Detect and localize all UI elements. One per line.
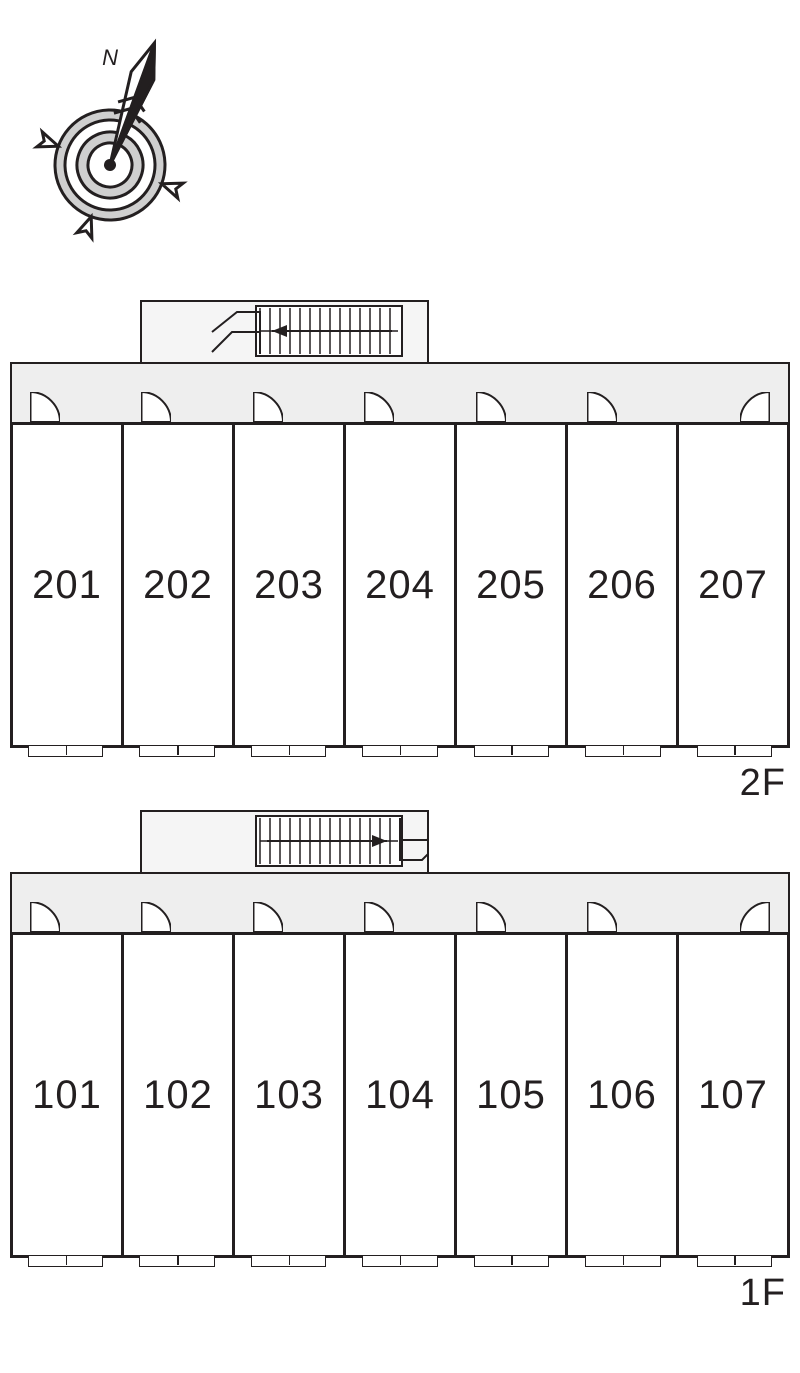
unit-cell: 106 <box>568 935 679 1255</box>
floor-block: 201 202 203 204 205 206 207 2F <box>10 300 790 802</box>
door-swing-icon <box>476 902 506 932</box>
floor-label: 1F <box>740 1272 786 1315</box>
unit-label: 102 <box>143 1073 213 1118</box>
window-icon <box>679 742 790 760</box>
unit-cell: 203 <box>235 425 346 745</box>
unit-door <box>121 872 232 932</box>
unit-cell: 107 <box>679 935 787 1255</box>
unit-cell: 105 <box>457 935 568 1255</box>
unit-label: 205 <box>476 563 546 608</box>
doors-row <box>10 872 790 932</box>
unit-door <box>121 362 232 422</box>
window-icon <box>456 1252 567 1270</box>
window-icon <box>233 1252 344 1270</box>
door-swing-icon <box>141 902 171 932</box>
door-swing-icon <box>740 392 770 422</box>
unit-label: 207 <box>698 563 768 608</box>
unit-label: 105 <box>476 1073 546 1118</box>
door-swing-icon <box>364 392 394 422</box>
units-row: 201 202 203 204 205 206 207 <box>10 422 790 748</box>
door-swing-icon <box>30 902 60 932</box>
compass-north-label: N <box>102 45 118 70</box>
unit-cell: 205 <box>457 425 568 745</box>
unit-door <box>679 362 790 422</box>
unit-cell: 207 <box>679 425 787 745</box>
unit-label: 107 <box>698 1073 768 1118</box>
unit-door <box>344 362 455 422</box>
unit-door <box>567 362 678 422</box>
unit-door <box>10 872 121 932</box>
window-icon <box>344 1252 455 1270</box>
unit-label: 106 <box>587 1073 657 1118</box>
floorplan-canvas: N 201 202 203 204 205 206 207 2F 101 102 103 104 105… <box>0 0 800 1373</box>
unit-label: 101 <box>32 1073 102 1118</box>
door-swing-icon <box>740 902 770 932</box>
door-swing-icon <box>253 392 283 422</box>
unit-door <box>233 872 344 932</box>
window-icon <box>121 1252 232 1270</box>
window-icon <box>567 742 678 760</box>
windows-row <box>10 1252 790 1270</box>
door-swing-icon <box>587 902 617 932</box>
doors-row <box>10 362 790 422</box>
window-icon <box>121 742 232 760</box>
unit-door <box>567 872 678 932</box>
door-swing-icon <box>253 902 283 932</box>
unit-door <box>679 872 790 932</box>
unit-label: 104 <box>365 1073 435 1118</box>
unit-label: 201 <box>32 563 102 608</box>
window-icon <box>10 742 121 760</box>
door-swing-icon <box>476 392 506 422</box>
unit-door <box>456 872 567 932</box>
unit-label: 202 <box>143 563 213 608</box>
unit-cell: 204 <box>346 425 457 745</box>
unit-door <box>456 362 567 422</box>
unit-door <box>10 362 121 422</box>
door-swing-icon <box>587 392 617 422</box>
floor-label: 2F <box>740 762 786 805</box>
compass-icon: N <box>30 20 190 250</box>
unit-cell: 206 <box>568 425 679 745</box>
unit-cell: 102 <box>124 935 235 1255</box>
unit-cell: 101 <box>13 935 124 1255</box>
window-icon <box>10 1252 121 1270</box>
unit-cell: 104 <box>346 935 457 1255</box>
units-row: 101 102 103 104 105 106 107 <box>10 932 790 1258</box>
window-icon <box>567 1252 678 1270</box>
unit-label: 103 <box>254 1073 324 1118</box>
window-icon <box>344 742 455 760</box>
floor-block: 101 102 103 104 105 106 107 1F <box>10 810 790 1312</box>
unit-door <box>344 872 455 932</box>
staircase-icon <box>140 810 429 876</box>
unit-cell: 103 <box>235 935 346 1255</box>
unit-label: 203 <box>254 563 324 608</box>
door-swing-icon <box>30 392 60 422</box>
unit-label: 206 <box>587 563 657 608</box>
window-icon <box>233 742 344 760</box>
window-icon <box>456 742 567 760</box>
window-icon <box>679 1252 790 1270</box>
unit-door <box>233 362 344 422</box>
door-swing-icon <box>364 902 394 932</box>
door-swing-icon <box>141 392 171 422</box>
unit-label: 204 <box>365 563 435 608</box>
unit-cell: 202 <box>124 425 235 745</box>
windows-row <box>10 742 790 760</box>
unit-cell: 201 <box>13 425 124 745</box>
staircase-icon <box>140 300 429 366</box>
